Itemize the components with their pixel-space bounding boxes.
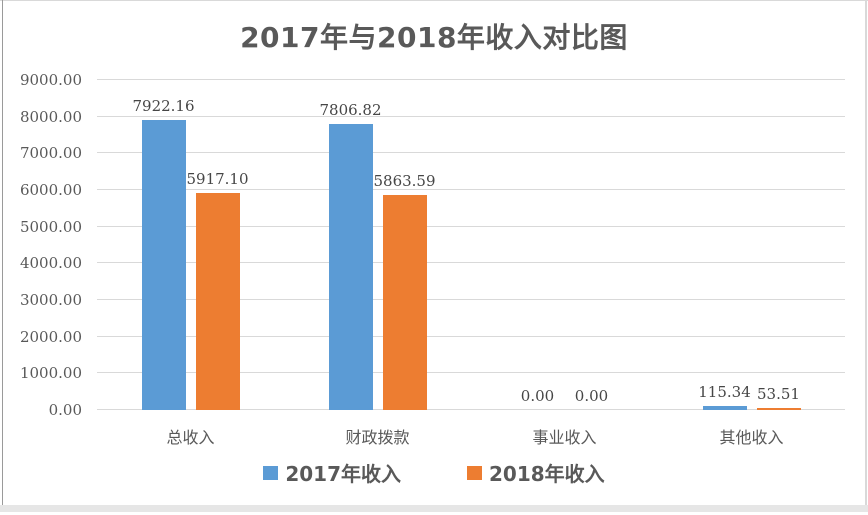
x-axis-line	[97, 409, 845, 410]
legend-item: 2018年收入	[467, 458, 605, 487]
data-label: 5917.10	[186, 170, 249, 189]
legend-label: 2018年收入	[489, 462, 605, 486]
data-label: 7806.82	[319, 100, 382, 119]
chart-title: 2017年与2018年收入对比图	[240, 21, 628, 54]
data-label: 7922.16	[132, 96, 195, 115]
y-tick-label: 4000.00	[19, 254, 82, 273]
bar-series-2017年收入-其他收入	[702, 405, 747, 410]
x-category-label: 事业收入	[532, 428, 597, 447]
window-edge-bottom	[0, 505, 868, 512]
bar-series-2018年收入-财政拨款	[382, 195, 427, 410]
legend-swatch-icon	[263, 465, 279, 480]
gridline	[97, 262, 845, 264]
y-tick-label: 7000.00	[19, 144, 82, 163]
x-category-label: 总收入	[166, 428, 215, 447]
gridline	[97, 189, 845, 190]
y-tick-label: 8000.00	[19, 107, 82, 126]
window-edge-left	[2, 0, 3, 509]
bar-series-2018年收入-其他收入	[756, 408, 801, 410]
legend-swatch-icon	[467, 465, 482, 480]
bar-series-2017年收入-总收入	[141, 119, 186, 410]
gridline	[97, 79, 845, 80]
x-category-label: 其他收入	[719, 428, 784, 447]
data-label: 115.34	[698, 382, 751, 401]
gridline	[97, 225, 845, 227]
data-label: 5863.59	[373, 172, 436, 191]
y-tick-label: 3000.00	[19, 291, 82, 309]
x-category-label: 财政拨款	[345, 428, 410, 447]
gridline	[97, 152, 845, 154]
plot-area: 7922.16 5917.10 7806.82 5863.59 0.00 0.00 115.…	[97, 79, 845, 410]
bar-series-2017年收入-财政拨款	[328, 123, 373, 410]
y-tick-label: 6000.00	[19, 181, 82, 199]
window-edge-right	[865, 0, 867, 509]
data-label: 53.51	[757, 385, 800, 404]
legend-label: 2017年收入	[285, 462, 401, 486]
gridline	[97, 299, 845, 300]
y-tick-label: 5000.00	[19, 217, 82, 236]
gridline	[97, 372, 845, 374]
bar-series-2018年收入-总收入	[195, 193, 240, 410]
gridline	[97, 335, 845, 337]
legend: 2017年收入 2018年收入	[0, 458, 868, 487]
y-tick-label: 1000.00	[19, 364, 82, 383]
y-tick-label: 2000.00	[19, 327, 82, 346]
data-label: 0.00	[520, 387, 555, 405]
gridline	[97, 115, 845, 117]
legend-item: 2017年收入	[263, 458, 401, 487]
y-tick-label: 0.00	[48, 401, 82, 419]
window-edge-top	[0, 0, 868, 1]
y-tick-label: 9000.00	[19, 71, 82, 89]
data-label: 0.00	[574, 387, 609, 405]
